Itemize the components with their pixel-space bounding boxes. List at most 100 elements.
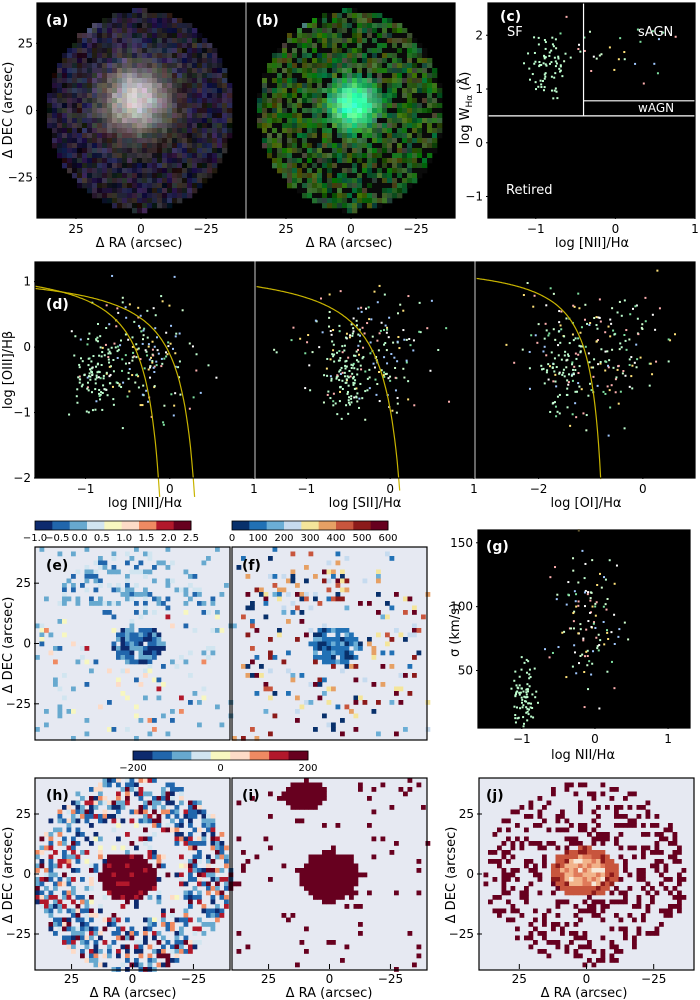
map-pixel xyxy=(177,93,183,99)
map-pixel xyxy=(297,93,303,99)
map-pixel xyxy=(116,877,121,882)
map-pixel xyxy=(277,163,283,169)
map-pixel xyxy=(268,791,273,797)
map-pixel xyxy=(352,148,358,154)
map-pixel xyxy=(107,168,113,174)
map-pixel xyxy=(342,73,348,79)
map-pixel xyxy=(582,845,588,851)
map-pixel xyxy=(295,592,300,597)
map-pixel xyxy=(132,208,138,214)
map-pixel xyxy=(192,143,198,149)
map-pixel xyxy=(312,83,318,89)
map-pixel xyxy=(312,133,318,139)
map-pixel xyxy=(92,178,98,184)
map-pixel xyxy=(224,886,229,891)
map-pixel xyxy=(107,782,112,788)
map-pixel xyxy=(427,103,433,109)
map-pixel xyxy=(533,908,538,914)
map-pixel xyxy=(277,93,283,99)
map-pixel xyxy=(286,619,291,624)
map-pixel xyxy=(492,895,498,900)
map-pixel xyxy=(132,178,138,184)
map-pixel xyxy=(254,673,260,678)
scatter-point xyxy=(542,62,545,65)
map-pixel xyxy=(142,18,148,24)
map-pixel xyxy=(44,722,49,728)
map-pixel xyxy=(663,827,669,833)
map-pixel xyxy=(596,913,601,918)
map-pixel xyxy=(127,63,133,69)
map-pixel xyxy=(313,805,318,810)
map-pixel xyxy=(397,48,403,54)
map-pixel xyxy=(422,63,428,69)
map-pixel xyxy=(57,881,63,887)
map-pixel xyxy=(111,727,117,732)
map-pixel xyxy=(297,128,303,134)
map-pixel xyxy=(425,727,431,732)
map-pixel xyxy=(161,854,166,860)
map-pixel xyxy=(331,850,336,855)
map-pixel xyxy=(332,143,338,149)
map-pixel xyxy=(192,168,198,174)
map-pixel xyxy=(179,931,184,936)
map-pixel xyxy=(358,695,363,701)
map-pixel xyxy=(132,58,138,64)
map-pixel xyxy=(197,183,203,189)
map-pixel xyxy=(107,949,112,954)
map-pixel xyxy=(165,791,171,797)
map-pixel xyxy=(219,877,225,882)
map-pixel xyxy=(84,917,90,923)
map-pixel xyxy=(132,153,138,159)
map-pixel xyxy=(117,168,123,174)
map-pixel xyxy=(188,859,193,864)
map-pixel xyxy=(201,823,207,828)
map-pixel xyxy=(600,877,606,882)
map-pixel xyxy=(335,854,341,860)
map-pixel xyxy=(377,13,383,19)
map-pixel xyxy=(137,178,143,184)
map-pixel xyxy=(596,863,601,869)
map-pixel xyxy=(156,953,162,959)
scatter-point xyxy=(623,51,626,54)
map-pixel xyxy=(98,560,103,566)
map-pixel xyxy=(138,962,144,968)
map-pixel xyxy=(297,43,303,49)
map-pixel xyxy=(138,796,144,801)
map-pixel xyxy=(582,827,588,833)
map-pixel xyxy=(187,158,193,164)
map-pixel xyxy=(107,854,112,860)
map-pixel xyxy=(357,158,363,164)
map-pixel xyxy=(147,178,153,184)
map-pixel xyxy=(132,113,138,119)
map-pixel xyxy=(152,63,158,69)
map-pixel xyxy=(132,138,138,144)
map-pixel xyxy=(156,695,162,701)
map-pixel xyxy=(387,98,393,104)
map-pixel xyxy=(322,203,328,209)
map-pixel xyxy=(377,178,383,184)
scatter-point xyxy=(133,355,136,358)
map-pixel xyxy=(215,886,220,891)
map-pixel xyxy=(170,809,175,815)
map-pixel xyxy=(187,153,193,159)
map-pixel xyxy=(107,944,112,950)
map-pixel xyxy=(62,619,67,624)
scatter-point xyxy=(533,62,536,65)
map-pixel xyxy=(352,193,358,199)
map-pixel xyxy=(331,877,336,882)
map-pixel xyxy=(192,859,198,864)
map-pixel xyxy=(342,28,348,34)
map-pixel xyxy=(143,601,148,606)
map-pixel xyxy=(342,78,348,84)
map-pixel xyxy=(167,183,173,189)
map-pixel xyxy=(317,38,323,44)
map-pixel xyxy=(277,73,283,79)
map-pixel xyxy=(87,158,93,164)
map-pixel xyxy=(636,805,642,810)
map-pixel xyxy=(524,827,529,833)
map-pixel xyxy=(129,962,135,968)
map-pixel xyxy=(183,922,189,927)
map-pixel xyxy=(302,28,308,34)
map-pixel xyxy=(677,881,682,887)
map-pixel xyxy=(352,133,358,139)
